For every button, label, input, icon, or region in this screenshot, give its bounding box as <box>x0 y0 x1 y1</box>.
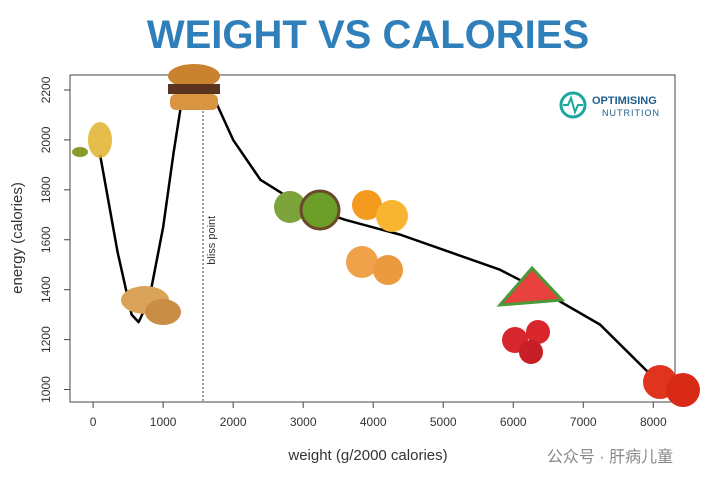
y-tick-label: 2200 <box>39 76 53 103</box>
kiwi <box>274 191 306 223</box>
x-tick-label: 6000 <box>500 415 527 429</box>
x-tick-label: 5000 <box>430 415 457 429</box>
apricot <box>373 255 403 285</box>
x-tick-label: 4000 <box>360 415 387 429</box>
food-decoration <box>72 64 700 407</box>
logo-icon <box>559 91 587 119</box>
x-tick-label: 0 <box>90 415 97 429</box>
burger <box>170 94 218 110</box>
x-tick-label: 8000 <box>640 415 667 429</box>
x-tick-label: 7000 <box>570 415 597 429</box>
strawberry <box>526 320 550 344</box>
plot-frame <box>69 74 676 403</box>
watermark: 公众号 · 肝病儿童 <box>547 447 673 466</box>
burger <box>168 64 220 88</box>
chicken <box>145 299 181 325</box>
watermelon <box>496 265 566 307</box>
chart-title: WEIGHT VS CALORIES <box>147 13 589 57</box>
x-tick-label: 1000 <box>150 415 177 429</box>
y-tick-label: 1200 <box>39 326 53 353</box>
y-tick-label: 1400 <box>39 276 53 303</box>
strawberry <box>519 340 543 364</box>
tomato <box>666 373 700 407</box>
olives <box>72 147 88 157</box>
y-tick-label: 1800 <box>39 176 53 203</box>
logo-icon <box>563 95 583 115</box>
logo-text: NUTRITION <box>602 108 660 118</box>
kiwi <box>299 189 341 231</box>
orange <box>352 190 382 220</box>
annotation-text: bliss point <box>206 216 218 265</box>
y-tick-label: 1600 <box>39 226 53 253</box>
y-axis-label: energy (calories) <box>9 182 26 294</box>
x-axis-label: weight (g/2000 calories) <box>287 447 447 464</box>
logo: OPTIMISING NUTRITION <box>559 91 660 119</box>
logo-text: OPTIMISING <box>592 95 657 107</box>
olive-oil <box>88 122 112 158</box>
data-line <box>98 78 652 376</box>
x-tick-label: 2000 <box>220 415 247 429</box>
burger <box>168 84 220 94</box>
y-tick-label: 2000 <box>39 126 53 153</box>
orange <box>376 200 408 232</box>
y-tick-label: 1000 <box>39 376 53 403</box>
apricot <box>346 246 378 278</box>
x-tick-label: 3000 <box>290 415 317 429</box>
